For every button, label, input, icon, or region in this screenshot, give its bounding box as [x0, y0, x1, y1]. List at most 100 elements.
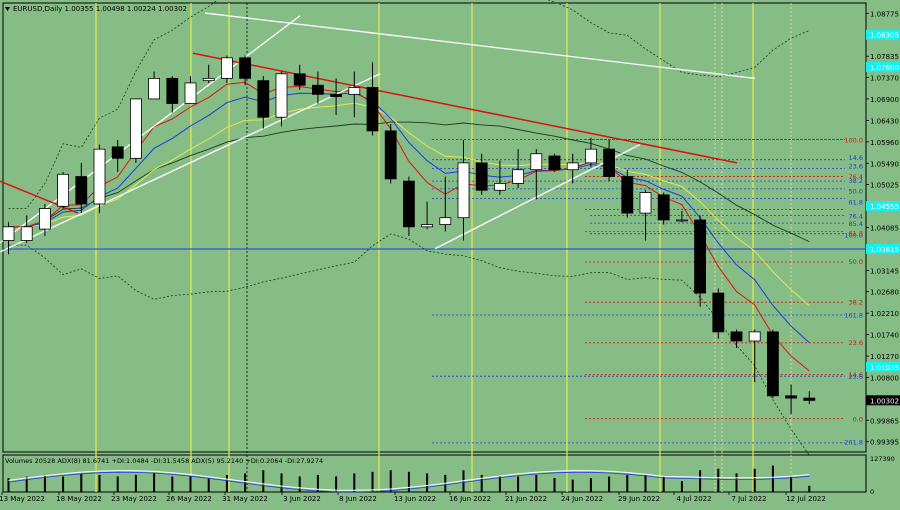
fib-level-label: 23.6: [849, 373, 863, 381]
candle-body: [239, 57, 252, 79]
candle-body: [348, 87, 361, 95]
candle-body: [694, 219, 706, 294]
x-tick-label: 13 May 2022: [0, 495, 45, 503]
chart-title: EURUSD,Daily 1.00355 1.00498 1.00224 1.0…: [13, 5, 187, 13]
candle-body: [566, 162, 579, 171]
y-tick-label: 1.03145: [870, 267, 899, 275]
fib-level-label: 23.6: [849, 339, 863, 347]
ma-blue: [8, 92, 810, 343]
candle-body: [202, 77, 215, 82]
candle-body: [57, 173, 69, 207]
bollinger-upper: [8, 0, 810, 209]
candle-body: [293, 73, 306, 86]
x-tick-label: 13 Jun 2022: [394, 495, 436, 503]
candle-body: [493, 183, 506, 191]
x-tick-label: 31 May 2022: [222, 495, 268, 503]
fib-level-label: 14.6: [849, 154, 863, 162]
indicator-label: Volumes 20528 ADX(8) 81.6741 +DI:1.0484 …: [5, 457, 323, 465]
y-tick-label: 1.04085: [870, 225, 899, 233]
candle-body: [803, 397, 816, 401]
candle-body: [311, 84, 324, 95]
fib-level-label: 100.0: [844, 137, 863, 145]
x-tick-label: 8 Jun 2022: [339, 495, 377, 503]
bollinger-lower: [8, 233, 810, 456]
ma-dark: [8, 121, 810, 243]
y-tick-label: 1.05025: [870, 182, 899, 190]
y-tick-label: 1.05490: [870, 160, 899, 168]
fib-level-label: 261.8: [844, 438, 863, 446]
x-tick-label: 4 Jul 2022: [676, 495, 711, 503]
candle-body: [512, 169, 524, 184]
x-tick-label: 18 May 2022: [56, 495, 102, 503]
candle-body: [676, 219, 688, 222]
adx-line: [8, 470, 810, 491]
candle-body: [366, 87, 379, 132]
candle-body: [2, 226, 15, 241]
x-tick-label: 16 Jun 2022: [449, 495, 491, 503]
x-tick-label: 24 Jun 2022: [561, 495, 603, 503]
ma-yellow: [8, 102, 810, 306]
candle-body: [439, 217, 452, 225]
price-tag-label: 1.01035: [870, 364, 899, 372]
x-tick-label: 29 Jun 2022: [618, 495, 660, 503]
candle-body: [20, 226, 33, 241]
candle-body: [639, 192, 652, 214]
x-tick-label: 21 Jun 2022: [505, 495, 547, 503]
y-tick-label: 1.00800: [870, 375, 899, 383]
fib-level-label: 23.6: [849, 163, 863, 171]
candle-body: [585, 148, 597, 164]
channel-line-lower: [0, 73, 381, 253]
y-tick-label: 0.99395: [870, 439, 899, 447]
y-tick-label: 1.06900: [870, 96, 899, 104]
fib-level-label: 61.8: [849, 199, 863, 207]
y-tick-label: 1.06430: [870, 117, 899, 125]
candle-body: [111, 146, 124, 159]
candle-body: [75, 176, 88, 205]
last-price-tag: [866, 395, 900, 406]
price-tag-label: 1.08305: [870, 32, 899, 40]
x-tick-label: 23 May 2022: [111, 495, 157, 503]
price-tag-cyan: [866, 29, 900, 40]
trend-line-red: [0, 180, 79, 214]
candle-body: [384, 130, 397, 180]
y-tick-label: 1.02210: [870, 310, 899, 318]
candle-body: [93, 148, 106, 205]
title-arrow-icon: [5, 7, 10, 11]
fib-level-label: 38.2: [849, 298, 863, 306]
candle-body: [785, 395, 797, 399]
fib-level-label: 85.4: [849, 220, 863, 228]
candle-body: [475, 162, 488, 191]
candle-body: [257, 80, 270, 118]
channel-line-upper: [0, 15, 301, 244]
x-tick-label: 7 Jul 2022: [731, 495, 766, 503]
candle-body: [748, 331, 761, 342]
candle-body: [457, 162, 470, 219]
candle-body: [657, 194, 670, 221]
x-tick-label: 26 May 2022: [166, 495, 212, 503]
candle-body: [184, 82, 197, 104]
indicator-tick: 0: [870, 488, 874, 496]
resistance-line-white: [204, 12, 756, 80]
fib-level-label: 100.0: [844, 232, 863, 240]
candle-body: [421, 224, 434, 228]
last-price-label: 1.00302: [870, 397, 899, 405]
adx-line-secondary: [8, 471, 810, 493]
y-tick-label: 1.01740: [870, 332, 899, 340]
price-tag-label: 1.07600: [870, 64, 899, 72]
fib-level-label: 76.4: [849, 173, 863, 181]
fib-level-label: 14.6: [849, 371, 863, 379]
price-tag-label: 1.04555: [870, 203, 899, 211]
candle-body: [767, 331, 779, 397]
price-tag-cyan: [866, 243, 900, 254]
fib-level-label: 61.8: [849, 229, 863, 237]
y-tick-label: 1.02680: [870, 289, 899, 297]
y-tick-label: 1.08775: [870, 10, 899, 18]
ma-red: [8, 81, 810, 372]
fib-level-label: 76.4: [849, 212, 863, 220]
fib-level-label: 38.2: [849, 177, 863, 185]
y-tick-label: 1.07835: [870, 53, 899, 61]
price-tag-label: 1.03615: [870, 246, 899, 254]
y-tick-label: 1.07370: [870, 74, 899, 82]
